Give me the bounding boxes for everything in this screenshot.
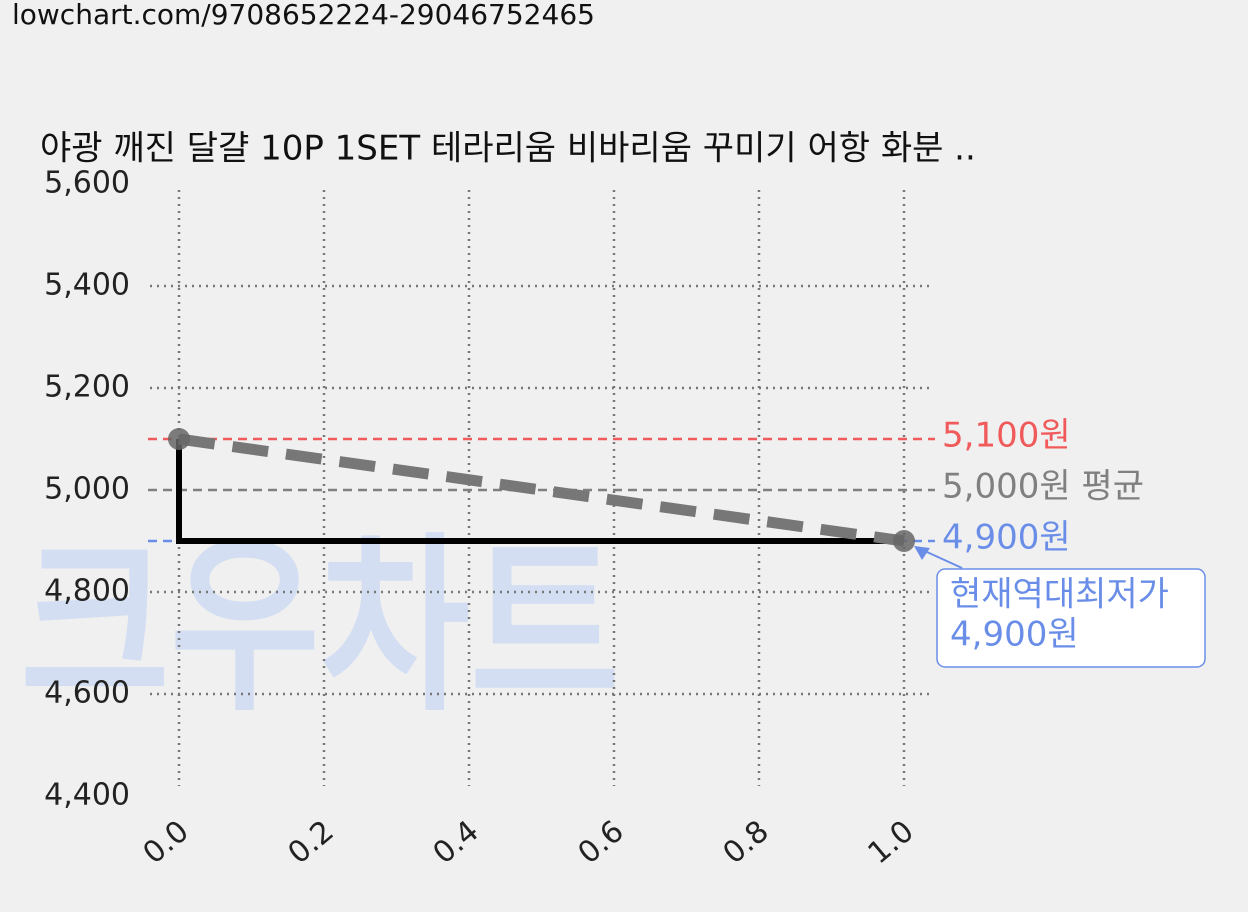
y-tick-label: 5,200 (44, 370, 130, 405)
y-tick-label: 4,800 (44, 574, 130, 609)
x-tick-label: 0.8 (717, 814, 776, 871)
y-tick-label: 4,400 (44, 778, 130, 813)
y-tick-label: 5,400 (44, 268, 130, 303)
y-tick-label: 4,600 (44, 676, 130, 711)
reference-label: 5,100원 (942, 416, 1071, 456)
annotation-arrowhead (914, 546, 930, 560)
x-tick-label: 1.0 (862, 814, 921, 871)
point (893, 530, 915, 552)
annotation-box (936, 568, 1206, 668)
x-tick-label: 0.2 (282, 814, 341, 871)
reference-label: 5,000원 평균 (942, 467, 1144, 507)
x-tick-label: 0.4 (427, 814, 486, 871)
annotation-text: 현재역대최저가 (950, 575, 1169, 615)
x-tick-label: 0.6 (572, 814, 631, 871)
watermark: 크우차트 (20, 516, 620, 737)
url: lowchart.com/9708652224-29046752465 (12, 0, 595, 31)
y-tick-label: 5,600 (44, 166, 130, 201)
series-line (176, 439, 904, 544)
x-tick-label: 0.0 (137, 814, 196, 871)
reference-label: 4,900원 (942, 518, 1071, 558)
chart-title: 야광 깨진 달걀 10P 1SET 테라리움 비바리움 꾸미기 어항 화분 .. (40, 129, 976, 169)
point (168, 428, 190, 450)
y-tick-label: 5,000 (44, 472, 130, 507)
annotation-text: 4,900원 (950, 615, 1079, 655)
series-line (178, 433, 905, 547)
